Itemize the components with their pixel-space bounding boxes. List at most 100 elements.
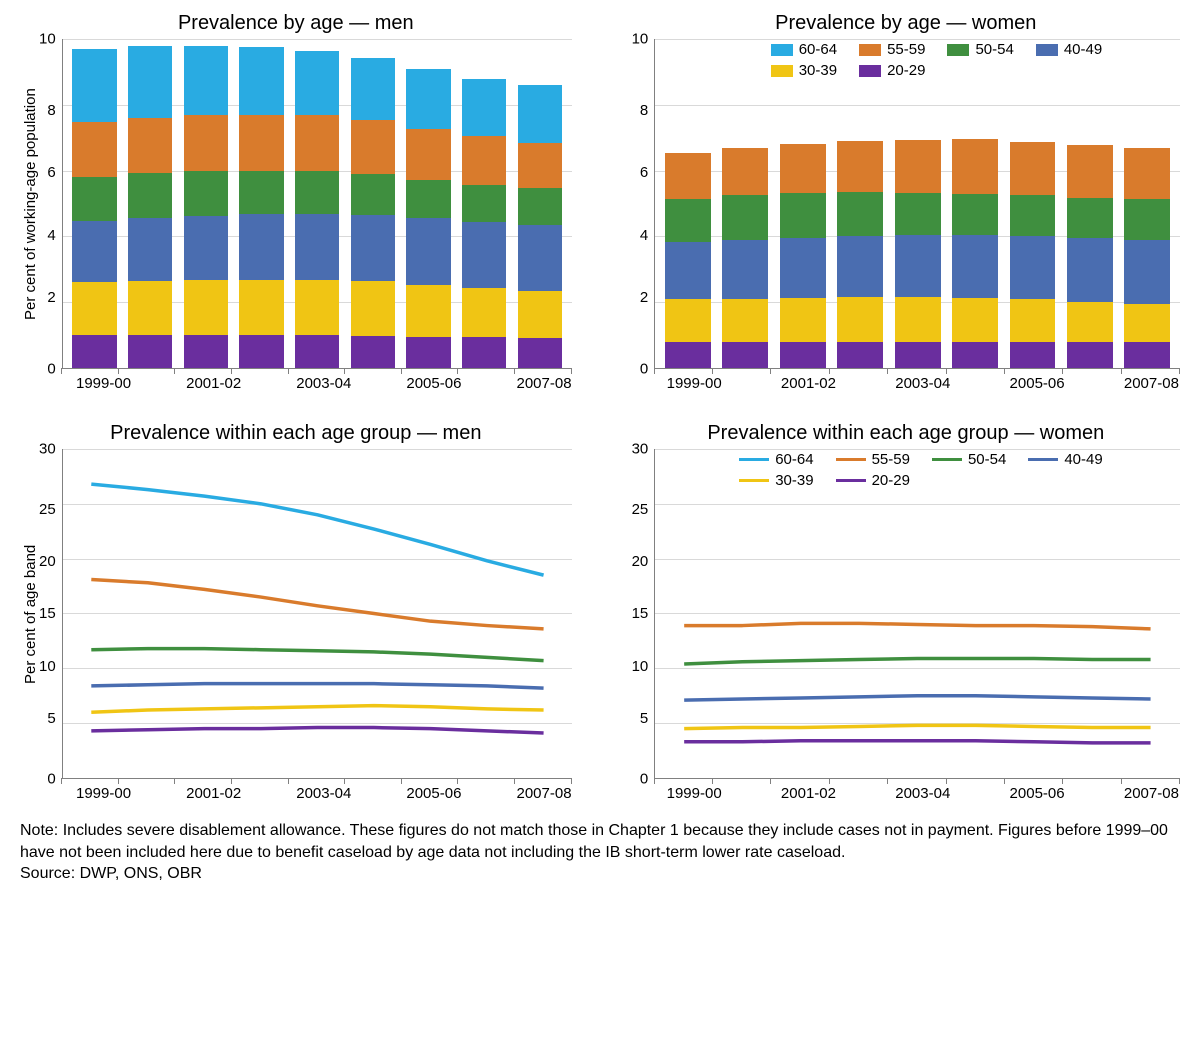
bar-segment-50_54 xyxy=(462,185,507,222)
plot-area xyxy=(62,449,572,779)
panel-men_line: Prevalence within each age group — men Pe… xyxy=(20,422,572,802)
bar-segment-55_59 xyxy=(1124,148,1170,199)
x-tick: 2001-02 xyxy=(186,375,241,392)
bar-segment-30_39 xyxy=(518,291,563,338)
bar-segment-20_29 xyxy=(665,342,711,368)
bar-segment-60_64 xyxy=(239,47,284,115)
x-tick: 2007-08 xyxy=(1123,785,1180,802)
bar-segment-40_49 xyxy=(518,225,563,291)
legend-label: 55-59 xyxy=(887,41,925,58)
bar-segment-40_49 xyxy=(837,236,883,297)
legend-label: 20-29 xyxy=(887,62,925,79)
y-tick: 5 xyxy=(640,710,648,727)
y-tick: 10 xyxy=(39,658,56,675)
bar-segment-50_54 xyxy=(780,193,826,238)
bar-segment-30_39 xyxy=(895,297,941,342)
y-tick: 0 xyxy=(47,360,55,377)
bar-segment-50_54 xyxy=(895,193,941,235)
x-tick: 2005-06 xyxy=(406,375,461,392)
bar-segment-40_49 xyxy=(1067,238,1113,302)
legend-label: 40-49 xyxy=(1064,41,1102,58)
bar-segment-20_29 xyxy=(722,342,768,368)
bar-segment-55_59 xyxy=(518,143,563,189)
bar xyxy=(665,153,711,368)
bar-segment-60_64 xyxy=(406,69,451,128)
bar-segment-55_59 xyxy=(780,144,826,194)
footnote-note: Note: Includes severe disablement allowa… xyxy=(20,820,1180,863)
bar-segment-50_54 xyxy=(1010,195,1056,236)
panel-title: Prevalence within each age group — men xyxy=(20,422,572,445)
bar-segment-50_54 xyxy=(1124,199,1170,240)
bar-segment-60_64 xyxy=(518,85,563,143)
bar-segment-55_59 xyxy=(184,115,229,171)
bar-segment-40_49 xyxy=(780,238,826,298)
y-tick: 20 xyxy=(632,553,649,570)
bar-segment-20_29 xyxy=(837,342,883,368)
bar-segment-20_29 xyxy=(295,335,340,368)
line-40_49 xyxy=(684,696,1150,700)
y-tick: 8 xyxy=(640,102,648,119)
bar-segment-55_59 xyxy=(722,148,768,196)
bar xyxy=(239,47,284,368)
bar-segment-55_59 xyxy=(351,120,396,174)
legend-swatch xyxy=(771,44,793,56)
plot-area: 60-6455-5950-5440-4930-3920-29 xyxy=(654,449,1180,779)
bar-segment-55_59 xyxy=(72,122,117,176)
bar-segment-55_59 xyxy=(952,139,998,193)
legend-label: 50-54 xyxy=(968,451,1006,468)
legend-item-50_54: 50-54 xyxy=(932,451,1006,468)
legend-item-20_29: 20-29 xyxy=(859,62,925,79)
y-tick: 2 xyxy=(47,289,55,306)
legend-label: 60-64 xyxy=(775,451,813,468)
x-tick: 2003-04 xyxy=(894,375,951,392)
legend-swatch xyxy=(859,65,881,77)
y-tick: 20 xyxy=(39,553,56,570)
y-axis-label: Per cent of age band xyxy=(20,449,39,779)
x-tick: 1999-00 xyxy=(666,785,723,802)
bar-segment-20_29 xyxy=(952,342,998,368)
bar-segment-20_29 xyxy=(1124,342,1170,368)
x-tick: 2001-02 xyxy=(780,375,837,392)
bar xyxy=(518,85,563,368)
y-axis-label: Per cent of working-age population xyxy=(20,39,39,369)
bar-segment-40_49 xyxy=(1124,240,1170,304)
bar-segment-55_59 xyxy=(239,115,284,171)
x-tick: 2003-04 xyxy=(296,375,351,392)
bar xyxy=(72,49,117,368)
legend-label: 55-59 xyxy=(872,451,910,468)
line-60_64 xyxy=(91,484,543,575)
bar-segment-30_39 xyxy=(239,280,284,335)
line-55_59 xyxy=(91,580,543,629)
legend-item-40_49: 40-49 xyxy=(1036,41,1102,58)
bar-segment-50_54 xyxy=(518,188,563,224)
legend-item-30_39: 30-39 xyxy=(771,62,837,79)
bar-segment-55_59 xyxy=(837,141,883,192)
bar-segment-50_54 xyxy=(665,199,711,242)
legend-swatch xyxy=(836,479,866,482)
bar-segment-60_64 xyxy=(72,49,117,122)
x-tick: 1999-00 xyxy=(76,375,131,392)
legend-swatch xyxy=(932,458,962,461)
y-tick: 10 xyxy=(39,31,56,48)
legend-swatch xyxy=(739,479,769,482)
bar-segment-50_54 xyxy=(72,177,117,222)
line-30_39 xyxy=(684,725,1150,728)
legend-item-55_59: 55-59 xyxy=(859,41,925,58)
bar-segment-55_59 xyxy=(406,129,451,180)
bar-segment-30_39 xyxy=(780,298,826,342)
bar-segment-20_29 xyxy=(128,335,173,368)
bar-segment-50_54 xyxy=(406,180,451,218)
line-40_49 xyxy=(91,684,543,688)
y-tick: 15 xyxy=(632,605,649,622)
bar-segment-40_49 xyxy=(184,216,229,280)
legend-item-30_39: 30-39 xyxy=(739,472,813,489)
legend-label: 20-29 xyxy=(872,472,910,489)
x-tick: 2005-06 xyxy=(406,785,461,802)
bar xyxy=(1124,148,1170,368)
y-tick: 30 xyxy=(39,441,56,458)
legend-item-20_29: 20-29 xyxy=(836,472,910,489)
bar-segment-40_49 xyxy=(351,215,396,282)
x-tick: 2005-06 xyxy=(1009,375,1066,392)
bar xyxy=(462,79,507,368)
x-tick: 2007-08 xyxy=(1123,375,1180,392)
